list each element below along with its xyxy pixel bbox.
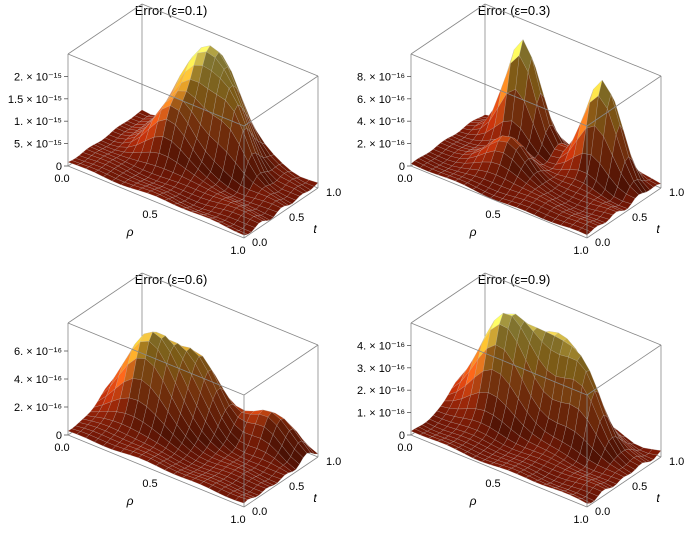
rho-tick-label: 0.5 xyxy=(142,478,157,490)
rho-tick-label: 1.0 xyxy=(573,245,588,257)
surface-plot-eps-0.1: Error (ε=0.1) 0 5. × 10⁻¹⁵ 1. × 10⁻¹⁵ 1.5 ×… xyxy=(0,0,342,268)
z-tick-label: 0 xyxy=(399,430,405,442)
surface-patch xyxy=(577,498,592,504)
t-tick-label: 0.5 xyxy=(289,481,304,493)
box-back-edge xyxy=(141,272,319,346)
z-tick-label: 4. × 10⁻¹⁶ xyxy=(357,116,405,128)
box-back-edge xyxy=(141,3,319,77)
t-tick-label: 1.0 xyxy=(669,187,684,199)
z-tick-label: 1. × 10⁻¹⁵ xyxy=(14,116,62,128)
plot-title: Error (ε=0.1) xyxy=(134,3,208,18)
rho-tick-label: 0.0 xyxy=(54,173,69,185)
box-back-edge xyxy=(410,272,486,324)
z-tick-label: 4. × 10⁻¹⁶ xyxy=(14,374,62,386)
z-tick-label: 3. × 10⁻¹⁶ xyxy=(357,363,405,375)
plot-title: Error (ε=0.9) xyxy=(477,272,551,287)
rho-tick-label: 0.0 xyxy=(54,442,69,454)
rho-tick-label: 1.0 xyxy=(573,514,588,526)
plot-title: Error (ε=0.6) xyxy=(134,272,208,287)
t-tick-label: 0.5 xyxy=(632,212,647,224)
t-tick-label: 1.0 xyxy=(669,456,684,468)
box-front-edge xyxy=(243,456,319,508)
box-front-edge xyxy=(410,322,588,396)
t-tick-label: 1.0 xyxy=(326,187,341,199)
t-tick-label: 0.5 xyxy=(289,212,304,224)
plot-title: Error (ε=0.3) xyxy=(477,3,551,18)
box-front-edge xyxy=(586,75,662,127)
box-front-edge xyxy=(243,187,319,239)
box-front-edge xyxy=(586,344,662,396)
box-front-edge xyxy=(410,434,588,508)
t-axis-label: t xyxy=(313,491,317,505)
surface-plot-eps-0.3: Error (ε=0.3) 0 2. × 10⁻¹⁶ 4. × 10⁻¹⁶ 6. × … xyxy=(343,0,685,268)
box-front-edge xyxy=(410,165,588,239)
surface-mesh xyxy=(67,331,319,504)
surface-mesh xyxy=(410,38,662,236)
rho-tick-label: 0.5 xyxy=(485,478,500,490)
surface-svg: 0 2. × 10⁻¹⁶ 4. × 10⁻¹⁶ 6. × 10⁻¹⁶ 8. × 10⁻¹… xyxy=(357,3,684,257)
t-axis-label: t xyxy=(656,491,660,505)
surface-plot-eps-0.9: Error (ε=0.9) 0 1. × 10⁻¹⁶ 2. × 10⁻¹⁶ 3. × … xyxy=(343,269,685,537)
rho-tick-label: 1.0 xyxy=(230,245,245,257)
z-tick-label: 2. × 10⁻¹⁶ xyxy=(357,385,405,397)
rho-tick-label: 0.0 xyxy=(397,173,412,185)
z-tick-label: 1. × 10⁻¹⁶ xyxy=(357,408,405,420)
t-tick-label: 0.0 xyxy=(595,506,610,518)
z-tick-label: 8. × 10⁻¹⁶ xyxy=(357,71,405,83)
rho-axis-label: ρ xyxy=(126,494,134,508)
box-front-edge xyxy=(586,187,662,239)
box-back-edge xyxy=(67,3,143,55)
rho-axis-label: ρ xyxy=(469,494,477,508)
z-tick-label: 1.5 × 10⁻¹⁵ xyxy=(8,94,62,106)
box-back-edge xyxy=(484,272,662,346)
z-tick-label: 2. × 10⁻¹⁵ xyxy=(14,71,62,83)
rho-tick-label: 0.5 xyxy=(485,209,500,221)
z-tick-label: 0 xyxy=(56,430,62,442)
surface-mesh xyxy=(410,312,662,504)
z-tick-label: 6. × 10⁻¹⁶ xyxy=(357,94,405,106)
surface-svg: 0 1. × 10⁻¹⁶ 2. × 10⁻¹⁶ 3. × 10⁻¹⁶ 4. × 10⁻¹… xyxy=(357,272,684,526)
box-front-edge xyxy=(67,53,245,127)
z-tick-label: 2. × 10⁻¹⁶ xyxy=(14,402,62,414)
box-front-edge xyxy=(410,53,588,127)
surface-svg: 0 5. × 10⁻¹⁵ 1. × 10⁻¹⁵ 1.5 × 10⁻¹⁵ 2. × 10⁻… xyxy=(8,3,341,257)
surface-mesh xyxy=(67,45,319,236)
t-axis-label: t xyxy=(656,222,660,236)
rho-axis-label: ρ xyxy=(469,225,477,239)
z-tick-label: 0 xyxy=(56,161,62,173)
z-tick-label: 4. × 10⁻¹⁶ xyxy=(357,340,405,352)
z-tick-label: 0 xyxy=(399,161,405,173)
rho-tick-label: 0.0 xyxy=(397,442,412,454)
box-back-edge xyxy=(484,3,662,77)
box-back-edge xyxy=(410,3,486,55)
rho-tick-label: 1.0 xyxy=(230,514,245,526)
surface-plot-eps-0.6: Error (ε=0.6) 0 2. × 10⁻¹⁶ 4. × 10⁻¹⁶ 6. × … xyxy=(0,269,342,537)
box-front-edge xyxy=(67,434,245,508)
box-back-edge xyxy=(67,272,143,324)
t-axis-label: t xyxy=(313,222,317,236)
t-tick-label: 0.0 xyxy=(252,506,267,518)
surface-svg: 0 2. × 10⁻¹⁶ 4. × 10⁻¹⁶ 6. × 10⁻¹⁶ 0.0 0.5 1.0… xyxy=(14,272,341,526)
surface-patch xyxy=(234,230,249,236)
t-tick-label: 0.5 xyxy=(632,481,647,493)
t-tick-label: 1.0 xyxy=(326,456,341,468)
z-tick-label: 5. × 10⁻¹⁵ xyxy=(14,139,62,151)
z-tick-label: 2. × 10⁻¹⁶ xyxy=(357,139,405,151)
box-front-edge xyxy=(243,344,319,396)
t-tick-label: 0.0 xyxy=(252,237,267,249)
surface-patch xyxy=(234,496,249,504)
t-tick-label: 0.0 xyxy=(595,237,610,249)
box-front-edge xyxy=(586,456,662,508)
rho-tick-label: 0.5 xyxy=(142,209,157,221)
surface-patch xyxy=(577,227,592,236)
rho-axis-label: ρ xyxy=(126,225,134,239)
box-front-edge xyxy=(67,322,245,396)
box-front-edge xyxy=(243,75,319,127)
z-tick-label: 6. × 10⁻¹⁶ xyxy=(14,346,62,358)
box-front-edge xyxy=(67,165,245,239)
